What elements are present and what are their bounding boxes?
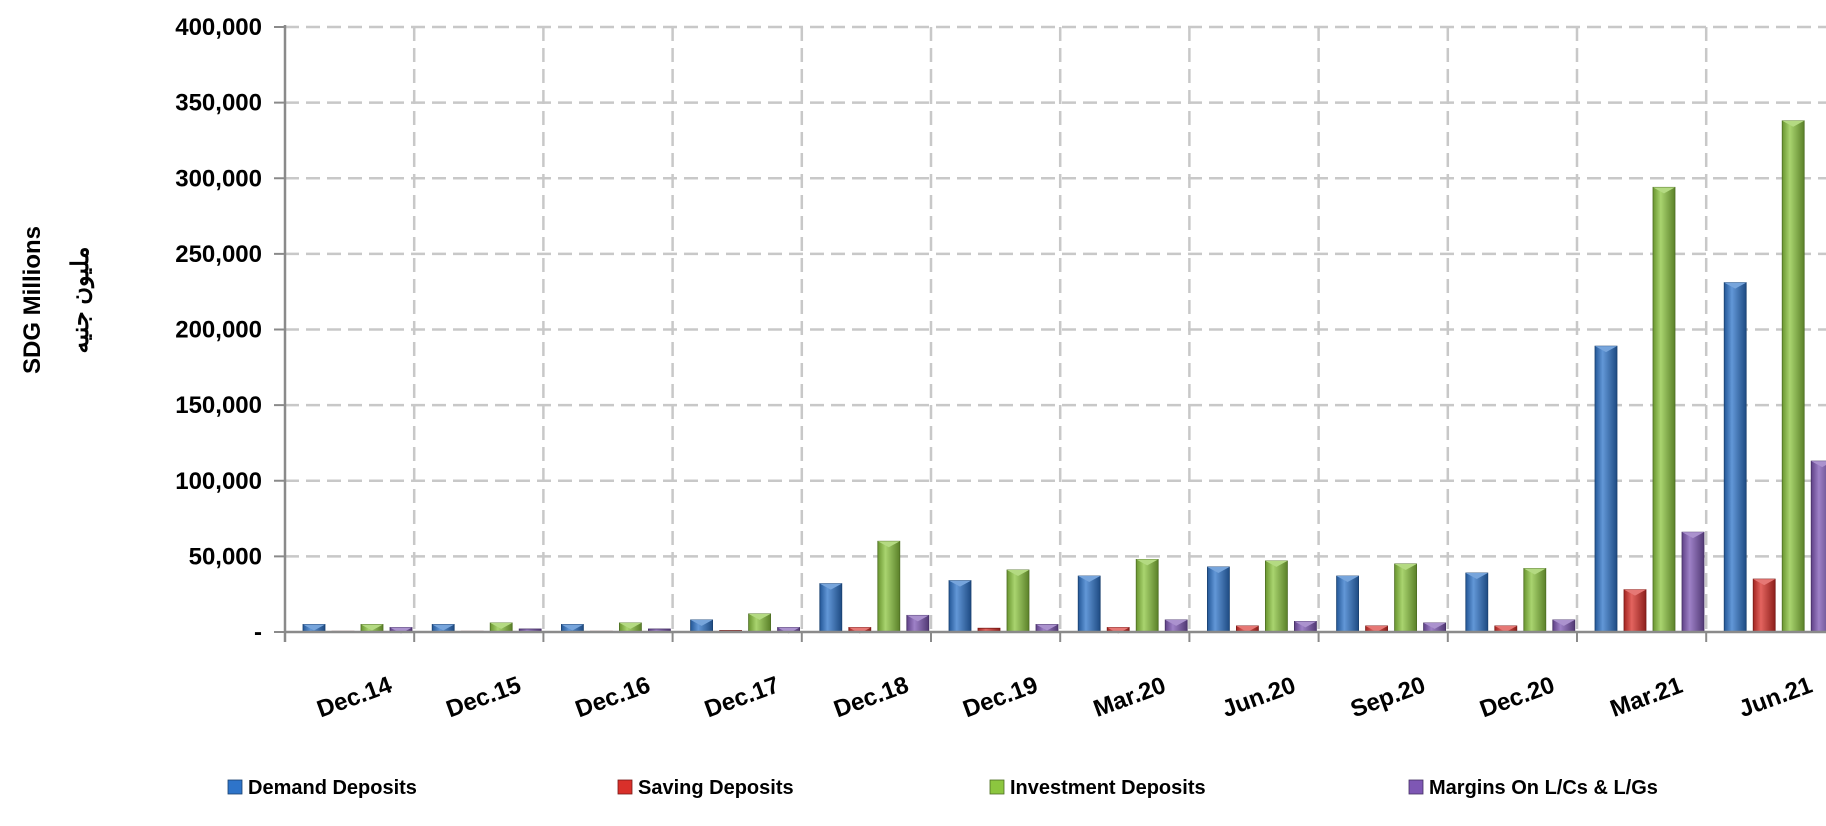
x-tick-label: Dec.14 [313,671,396,723]
x-tick-label: Mar.21 [1607,672,1686,723]
legend-label: Saving Deposits [638,777,794,799]
bar-cap [1653,187,1675,194]
bar-cap [906,615,929,622]
bar-investment-deposits-mar-21 [1652,186,1676,633]
bar-cap [690,619,713,626]
x-tick-label: Dec.17 [701,671,783,723]
x-tick-label: Dec.15 [443,671,525,723]
legend-swatch [227,779,243,795]
grid [285,25,1826,632]
legend-label: Demand Deposits [248,777,417,799]
bar-cap [1811,461,1826,468]
x-tick-label: Dec.16 [572,671,654,723]
bar-cap [561,624,584,631]
bar-demand-deposits-dec-19 [948,580,972,633]
bar-demand-deposits-mar-21 [1594,345,1618,633]
bar-saving-deposits-mar-21 [1623,589,1647,633]
bar-demand-deposits-mar-20 [1077,575,1101,633]
bar-cap [777,627,800,634]
legend-label: Margins On L/Cs & L/Gs [1429,777,1658,799]
legend: Demand Deposits Saving Deposits Investment… [227,777,1658,799]
bar-investment-deposits-dec-18 [877,540,901,633]
y-tick-label: 50,000 [189,543,262,570]
bar-cap [819,583,842,590]
bar-cap [1753,579,1776,586]
bar-investment-deposits-dec-20 [1523,568,1547,633]
legend-swatch [989,779,1005,795]
bar-cap [303,624,325,631]
bar-cap [1136,559,1159,566]
bar-cap [1423,622,1446,629]
bar-cap [1523,568,1546,575]
bar-investment-deposits-sep-20 [1394,563,1417,633]
bar-cap [748,613,771,620]
bar-demand-deposits-dec-20 [1465,572,1489,633]
y-tick-label: 400,000 [175,14,262,41]
bar-demand-deposits-jun-21 [1723,282,1747,633]
bar-cap [1236,625,1259,632]
bar-investment-deposits-jun-20 [1265,560,1288,633]
bar-margins-on-l-cs-l-gs-jun-21 [1810,460,1826,633]
bar-cap [1165,619,1188,626]
bar-cap [949,580,971,587]
bar-cap [1294,621,1317,628]
bar-saving-deposits-jun-21 [1752,578,1776,633]
x-tick-label: Jun.21 [1735,672,1816,723]
bar-investment-deposits-jun-21 [1781,120,1805,633]
bar-demand-deposits-dec-18 [819,583,843,633]
bar-cap [877,541,900,548]
bar-investment-deposits-mar-20 [1135,559,1159,633]
bar-cap [432,624,455,631]
legend-swatch [617,779,633,795]
bar-cap [1036,624,1058,631]
bar-cap [1007,569,1029,576]
y-tick-label: 250,000 [175,241,262,268]
x-tick-label: Jun.20 [1219,672,1300,723]
y-tick-label: 100,000 [175,468,262,495]
y-tick-label: - [254,619,262,646]
bar-cap [1265,560,1288,567]
bar-cap [1336,576,1359,583]
legend-label: Investment Deposits [1010,777,1206,799]
bar-cap [1207,566,1230,573]
bar-cap [1724,282,1747,289]
bar-cap [490,622,513,629]
x-tick-label: Sep.20 [1347,671,1429,723]
y-tick-label: 150,000 [175,392,262,419]
bar-cap [1595,346,1617,353]
bar-cap [848,627,871,634]
bar-cap [1365,625,1388,632]
bar-cap [1682,532,1704,539]
bar-cap [1465,573,1488,580]
bar-cap [390,627,412,634]
y-tick-label: 200,000 [175,317,262,344]
x-tick-label: Dec.20 [1476,671,1558,723]
bar-cap [619,622,642,629]
x-tick-label: Dec.18 [830,671,912,723]
bar-demand-deposits-jun-20 [1207,566,1230,633]
bar-cap [1782,120,1805,127]
bar-cap [1494,625,1517,632]
axes: - 50,000 100,000 150,000 200,000 250,000 300,0… [175,14,1826,723]
y-tick-label: 350,000 [175,90,262,117]
y-tick-label: 300,000 [175,165,262,192]
bar-cap [1552,619,1575,626]
x-tick-label: Dec.19 [959,671,1041,723]
bar-cap [361,624,383,631]
legend-swatch [1408,779,1424,795]
bar-demand-deposits-sep-20 [1336,575,1359,633]
x-tick-label: Mar.20 [1090,672,1169,723]
bar-cap [1394,563,1417,570]
bar-investment-deposits-dec-19 [1006,569,1030,633]
bar-cap [1624,589,1646,596]
bar-margins-on-l-cs-l-gs-mar-21 [1681,531,1705,633]
y-axis-title: SDG Millions مليون جنيه [19,226,95,374]
y-axis-label-en: SDG Millions [19,226,46,374]
bar-cap [1107,627,1130,634]
bar-cap [1078,576,1101,583]
y-axis-label-ar: مليون جنيه [67,247,95,354]
